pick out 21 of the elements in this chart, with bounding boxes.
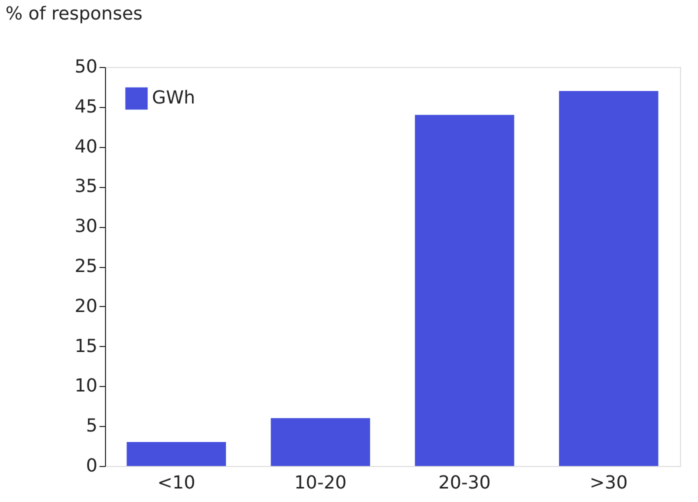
bar — [414, 114, 514, 466]
x-tick-label: <10 — [157, 472, 196, 494]
y-tick-label: 30 — [74, 216, 98, 238]
x-tick-label: >30 — [590, 472, 628, 494]
y-tick-label: 25 — [74, 256, 98, 277]
y-tick-label: 40 — [74, 136, 98, 158]
bar — [126, 442, 226, 466]
bar — [559, 90, 658, 466]
legend-label: GWh — [152, 88, 196, 108]
y-tick-label: 15 — [74, 336, 98, 357]
x-tick-label: 20-30 — [438, 472, 491, 494]
y-axis-title: % of responses — [6, 4, 143, 24]
bar — [270, 418, 370, 466]
y-tick-label: 20 — [74, 296, 98, 317]
y-tick-label: 35 — [74, 176, 98, 198]
y-tick-label: 45 — [74, 96, 98, 118]
x-tick-label: 10-20 — [294, 472, 347, 494]
y-tick-label: 5 — [86, 416, 98, 437]
y-tick-label: 50 — [74, 56, 98, 78]
y-tick-label: 0 — [86, 456, 98, 476]
y-tick-label: 10 — [74, 376, 98, 397]
